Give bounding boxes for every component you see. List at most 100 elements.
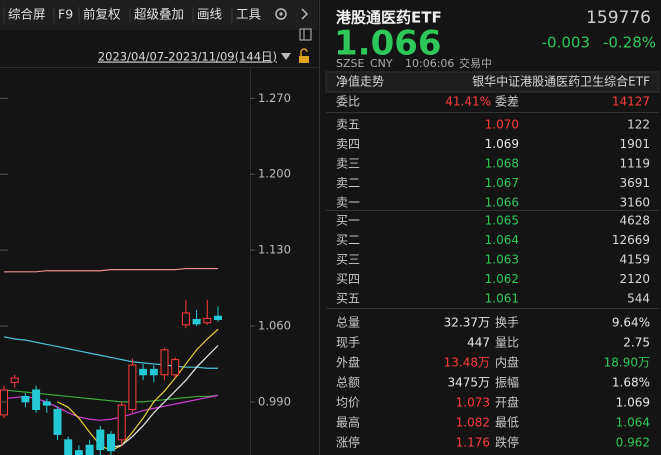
book-label: 买三 (336, 253, 360, 267)
book-price: 1.061 (485, 292, 519, 306)
order-book: 卖五 1.070 122 卖四 1.069 1901 卖三 1.068 1119 卖二 1.067 3… (336, 118, 650, 306)
stat-label: 开盘 (495, 395, 519, 410)
date-range[interactable]: 2023/04/07-2023/11/09(144日) (98, 50, 277, 64)
stat-value: 1.069 (616, 396, 650, 410)
y-tick-label: 1.200 (258, 167, 291, 181)
status-text: CNY (370, 57, 393, 70)
candle-body (192, 318, 201, 325)
gear-center[interactable] (279, 12, 283, 16)
stat-value: 1.064 (616, 416, 650, 430)
stat-label: 振幅 (495, 375, 519, 390)
stat-label: 现手 (336, 336, 360, 350)
book-price: 1.069 (485, 137, 519, 151)
book-label: 卖四 (336, 137, 360, 151)
lock-icon[interactable] (299, 56, 309, 63)
stat-value: 9.64% (612, 316, 650, 330)
candle-body (64, 439, 73, 455)
dropdown-icon[interactable] (281, 53, 291, 60)
book-label: 卖一 (336, 196, 360, 210)
candle-body (214, 315, 222, 320)
candle-body (21, 395, 30, 403)
toolbar-button[interactable]: 超级叠加 (134, 7, 184, 22)
y-tick-label: 1.130 (258, 243, 291, 257)
panel-icon[interactable] (299, 28, 312, 41)
stat-label: 涨停 (336, 435, 360, 450)
book-price: 1.067 (485, 176, 519, 190)
candle-body (10, 377, 19, 383)
stat-label: 换手 (495, 316, 519, 330)
y-tick-label: 1.270 (258, 91, 291, 105)
stat-label: 内盘 (495, 355, 519, 370)
book-volume: 4159 (619, 253, 650, 267)
candle-body (181, 312, 190, 326)
toolbar (0, 0, 318, 30)
stat-value: 32.37万 (444, 316, 490, 330)
fund-name: 港股通医药ETF (336, 9, 442, 27)
status-text: SZSE (336, 57, 365, 70)
candle-body (139, 368, 148, 376)
price-change: -0.003 (542, 34, 590, 52)
book-label: 买一 (336, 214, 360, 228)
toolbar-button[interactable]: 画线 (197, 7, 223, 22)
gear[interactable] (275, 8, 287, 20)
gear-icon[interactable] (275, 8, 287, 20)
book-price: 1.065 (485, 214, 519, 228)
stat-value: 0.962 (616, 436, 650, 450)
stat-value: 2.75 (623, 336, 650, 350)
candle-body (171, 359, 180, 376)
stat-value: 1.082 (456, 416, 490, 430)
tab-nav[interactable]: 净值走势 (336, 74, 384, 89)
fund-code: 159776 (586, 8, 651, 28)
book-volume: 3160 (619, 196, 650, 210)
lock-shackle[interactable] (300, 48, 308, 56)
stat-label: 总额 (336, 376, 360, 390)
candle-body (160, 349, 169, 376)
stat-label: 量比 (495, 336, 519, 350)
fund-full-name: 银华中证港股通医药卫生综合ETF (472, 74, 650, 89)
book-label: 买五 (336, 292, 360, 306)
moving-average (3, 336, 218, 369)
stat-label: 总量 (336, 316, 360, 330)
toolbar-button[interactable]: 工具 (236, 7, 262, 22)
book-volume: 544 (627, 292, 650, 306)
stat-label: 最高 (336, 415, 360, 430)
status-text: 交易中 (459, 56, 492, 70)
stat-value: 1.073 (456, 396, 490, 410)
candle-body (149, 368, 158, 376)
book-price: 1.064 (485, 233, 519, 247)
candle-body (74, 450, 83, 455)
kline-plot (0, 267, 222, 455)
moving-average (4, 267, 218, 273)
book-volume: 1119 (619, 157, 650, 171)
book-label: 卖三 (336, 157, 360, 171)
toolbar-button[interactable]: 前复权 (83, 7, 121, 22)
book-price: 1.066 (485, 196, 519, 210)
book-label: 卖五 (336, 118, 360, 132)
book-volume: 3691 (619, 176, 650, 190)
candle-body (32, 389, 41, 410)
tab-row (325, 71, 660, 93)
toolbar-button[interactable]: F9 (58, 7, 73, 22)
book-price: 1.062 (485, 272, 519, 286)
moving-average (57, 328, 219, 452)
diff-label: 委差 (495, 95, 519, 109)
book-price: 1.070 (485, 118, 519, 132)
candle-body (85, 444, 94, 455)
next-icon[interactable] (301, 8, 309, 20)
stat-value: 1.176 (456, 436, 490, 450)
toolbar-button[interactable]: 综合屏 (8, 7, 46, 22)
stat-value: 18.90万 (604, 356, 650, 370)
ratio-label: 委比 (336, 95, 360, 109)
ratio-value: 41.41% (445, 95, 491, 109)
stats: 总量 32.37万 换手 9.64% 现手 447 量比 2.75 外盘 13.48万 内盘 18.9… (336, 316, 650, 450)
candle-body (128, 364, 137, 410)
stat-label: 均价 (336, 396, 360, 410)
moving-average (110, 345, 219, 449)
book-volume: 2120 (619, 272, 650, 286)
candle-body (0, 389, 8, 416)
candle-body (117, 404, 126, 441)
